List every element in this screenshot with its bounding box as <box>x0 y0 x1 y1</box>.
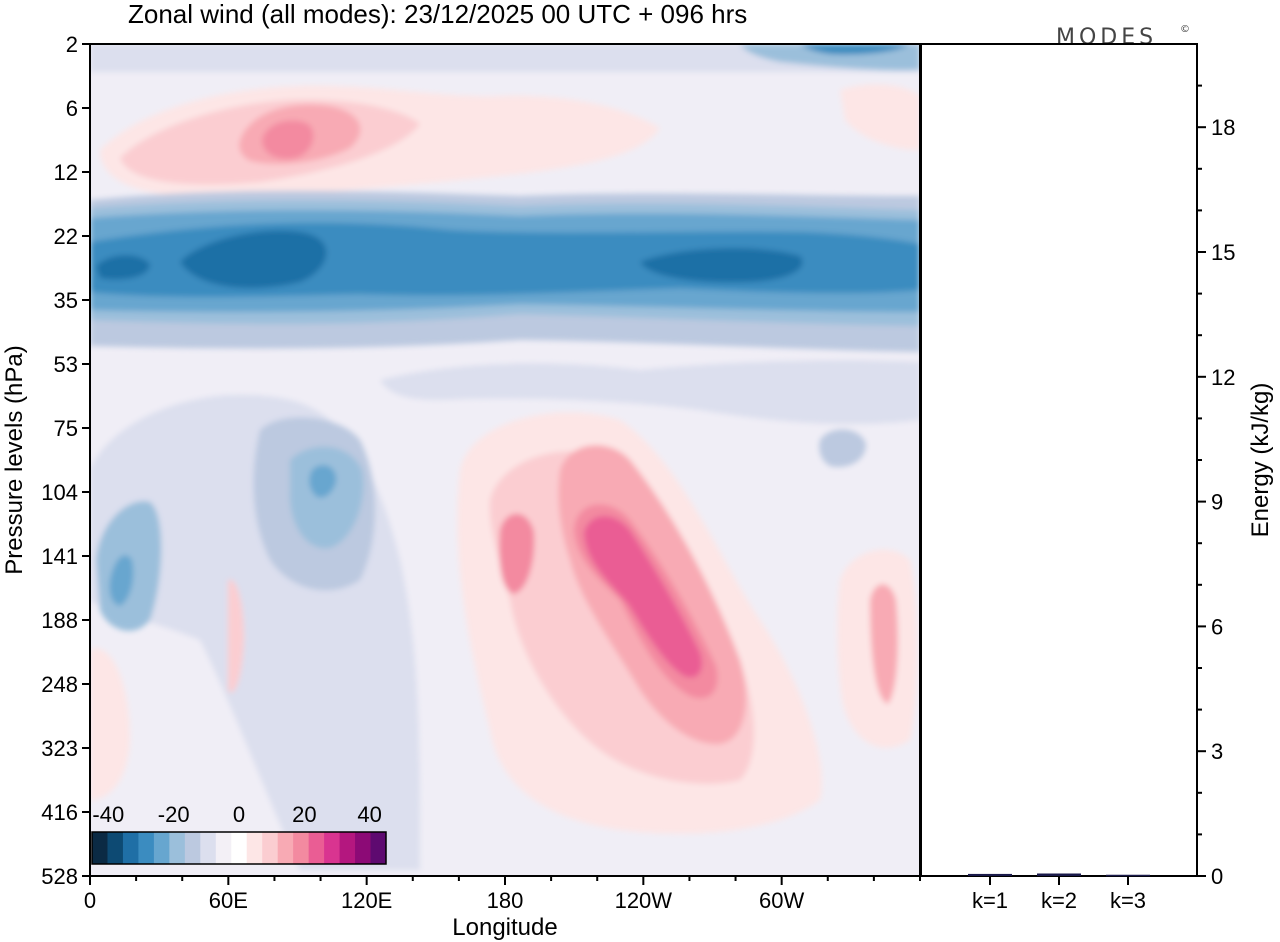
colorbar-swatch <box>153 832 170 864</box>
heatmap-field <box>90 44 920 870</box>
field-jet-core <box>584 515 703 678</box>
heatmap-panel: 2 6 12 22 35 53 75 104 141 188 248 323 416 528 0 60E 12… <box>1 32 921 941</box>
colorbar-swatch <box>215 832 232 864</box>
colorbar-label: 0 <box>233 802 245 827</box>
colorbar-swatch <box>293 832 310 864</box>
energy-tick-label: 15 <box>1211 240 1235 265</box>
energy-tick-label: 6 <box>1211 614 1223 639</box>
colorbar-labels: -40 -20 0 20 40 <box>92 802 381 827</box>
colorbar-swatch <box>246 832 263 864</box>
pressure-ticks: 2 6 12 22 35 53 75 104 141 188 248 323 416 528 <box>41 32 90 889</box>
pressure-tick-label: 2 <box>66 32 78 57</box>
pressure-tick-label: 141 <box>41 544 78 569</box>
copyright-mark: © <box>1180 24 1194 35</box>
energy-tick-label: 3 <box>1211 739 1223 764</box>
colorbar-swatch <box>138 832 155 864</box>
energy-bars <box>968 873 1150 877</box>
mode-tick-label: k=2 <box>1041 888 1077 913</box>
colorbar-swatch <box>262 832 279 864</box>
energy-axis-label: Energy (kJ/kg) <box>1247 383 1274 538</box>
colorbar-swatch <box>92 832 108 864</box>
field-strat-band-core-left <box>96 255 150 280</box>
longitude-tick-label: 60E <box>209 888 248 913</box>
energy-tick-label: 0 <box>1211 864 1223 889</box>
x-axis-label: Longitude <box>452 914 557 941</box>
field-upper-pink-right <box>840 84 920 150</box>
colorbar-swatch <box>200 832 217 864</box>
colorbar-swatch <box>308 832 325 864</box>
colorbar-swatch <box>370 832 387 864</box>
longitude-tick-label: 0 <box>84 888 96 913</box>
field-strat-band-core-east <box>640 248 803 283</box>
pressure-tick-label: 248 <box>41 672 78 697</box>
colorbar-swatch <box>339 832 356 864</box>
pressure-tick-label: 188 <box>41 608 78 633</box>
longitude-tick-label: 120E <box>341 888 392 913</box>
field-upper-westerly-core <box>262 120 314 160</box>
longitude-tick-label: 120W <box>615 888 673 913</box>
colorbar-swatch <box>184 832 201 864</box>
pressure-tick-label: 53 <box>54 352 78 377</box>
pressure-tick-label: 528 <box>41 864 78 889</box>
field-jet-side-lobe <box>499 513 535 594</box>
field-mid-easterly-right <box>819 429 866 468</box>
field-strat-band-core-west <box>180 230 327 288</box>
pressure-tick-label: 75 <box>54 416 78 441</box>
colorbar-frame <box>91 831 387 865</box>
pressure-tick-label: 104 <box>41 480 78 505</box>
field-left-low-pink-2 <box>228 579 244 693</box>
y-axis-label: Pressure levels (hPa) <box>1 345 28 574</box>
pressure-tick-label: 6 <box>66 96 78 121</box>
energy-bar <box>968 873 1012 876</box>
colorbar-swatch <box>122 832 139 864</box>
energy-tick-label: 12 <box>1211 365 1235 390</box>
longitude-tick-label: 60W <box>759 888 804 913</box>
colorbar-swatch <box>324 832 341 864</box>
energy-frame <box>920 43 1198 877</box>
field-mid-easterly-core <box>309 465 337 498</box>
field-mid-easterly-3 <box>289 446 364 549</box>
colorbar-swatches <box>91 831 387 865</box>
field-left-low-pink <box>90 648 130 800</box>
field-top-easterly-core <box>800 44 910 55</box>
energy-panel: 0 3 6 9 12 15 18 k=1 k=2 k=3 Energy (kJ/kg) <box>920 43 1274 913</box>
longitude-tick-label: 180 <box>487 888 524 913</box>
longitude-ticks: 0 60E 120E 180 120W 60W <box>84 876 921 913</box>
mode-tick-label: k=3 <box>1110 888 1146 913</box>
energy-ticks: 0 3 6 9 12 15 18 <box>1197 84 1235 889</box>
colorbar-swatch <box>355 832 372 864</box>
colorbar-swatch <box>277 832 294 864</box>
pressure-tick-label: 12 <box>54 160 78 185</box>
energy-tick-label: 9 <box>1211 490 1223 515</box>
field-lower-light-band <box>380 360 920 425</box>
colorbar: -40 -20 0 20 40 <box>91 802 387 865</box>
energy-bar <box>1037 873 1081 876</box>
pressure-tick-label: 35 <box>54 288 78 313</box>
pressure-tick-label: 416 <box>41 800 78 825</box>
energy-bar <box>1106 874 1150 877</box>
field-right-pocket-inner <box>870 584 898 704</box>
pressure-tick-label: 22 <box>54 224 78 249</box>
chart-title: Zonal wind (all modes): 23/12/2025 00 UT… <box>128 0 747 29</box>
energy-tick-label: 18 <box>1211 115 1235 140</box>
pressure-tick-label: 323 <box>41 736 78 761</box>
colorbar-label: 20 <box>292 802 316 827</box>
colorbar-label: 40 <box>357 802 381 827</box>
colorbar-label: -20 <box>158 802 190 827</box>
colorbar-swatch <box>169 832 186 864</box>
field-low-easterly-left-core <box>109 555 134 606</box>
mode-tick-label: k=1 <box>972 888 1008 913</box>
colorbar-swatch <box>231 832 248 864</box>
mode-ticks: k=1 k=2 k=3 <box>972 876 1146 913</box>
colorbar-swatch <box>107 832 124 864</box>
colorbar-label: -40 <box>92 802 124 827</box>
